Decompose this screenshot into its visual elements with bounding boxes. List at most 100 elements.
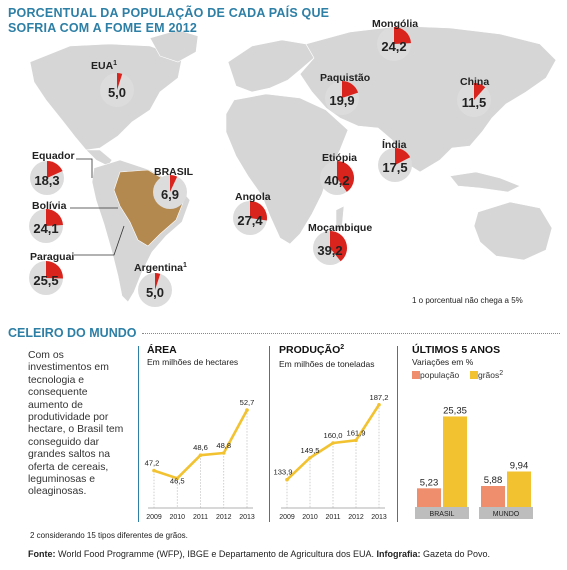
country-label-mongolia: Mongólia (372, 18, 418, 30)
country-value-bolivia: 24,1 (33, 221, 59, 236)
country-label-paquistao: Paquistão (320, 72, 370, 84)
x-tick-label: 2009 (279, 514, 295, 521)
marker-pie-brasil (170, 175, 178, 192)
map-markers (29, 27, 491, 307)
data-point (285, 477, 289, 482)
bar (507, 471, 531, 507)
country-name: Paquistão (320, 72, 371, 84)
country-label-angola: Angola (235, 191, 271, 203)
x-tick-label: 2009 (146, 514, 162, 521)
section-title: CELEIRO DO MUNDO (8, 326, 137, 340)
legend-label-grains: grãos (478, 370, 500, 380)
data-point (198, 453, 203, 457)
bar-value-label: 25,35 (443, 405, 467, 416)
country-value-equador: 18,3 (34, 173, 60, 188)
infographic-text: Gazeta do Povo. (420, 549, 491, 559)
marker-pie-bolivia (46, 209, 63, 226)
country-value-mocambique: 39,2 (317, 243, 343, 258)
country-value-paquistao: 19,9 (329, 93, 355, 108)
bar-value-label: 9,94 (510, 461, 529, 472)
data-label: 161,9 (346, 428, 365, 437)
source-line: Fonte: World Food Programme (WFP), IBGE … (28, 549, 490, 559)
country-label-equador: Equador (32, 150, 75, 162)
country-label-india: Índia (382, 139, 407, 151)
data-point (175, 476, 180, 481)
source-text: World Food Programme (WFP), IBGE e Depar… (55, 549, 377, 559)
country-value-mongolia: 24,2 (381, 39, 407, 54)
category-band (479, 507, 533, 519)
legend-label-population: população (420, 370, 460, 380)
map-note: 1 o porcentual não chega a 5% (412, 296, 523, 305)
data-point (152, 468, 156, 473)
divider (397, 346, 398, 522)
infographic-label: Infografia: (376, 549, 421, 559)
bar-value-label: 5,23 (420, 477, 439, 488)
data-point (331, 441, 335, 445)
x-tick-label: 2012 (216, 514, 232, 521)
x-tick-label: 2011 (325, 514, 340, 521)
legend-swatch-grains (470, 371, 478, 379)
divider (269, 346, 270, 522)
x-tick-label: 2010 (302, 514, 318, 521)
category-label: MUNDO (493, 511, 520, 518)
x-tick-label: 2010 (169, 514, 185, 521)
bars-chart-title: ÚLTIMOS 5 ANOS (412, 344, 501, 356)
section-body-text: Com os investimentos em tecnologia e con… (28, 350, 124, 498)
legend-grains: grãos2 (470, 370, 503, 380)
data-label: 149,5 (300, 446, 319, 455)
country-value-eua: 5,0 (107, 85, 127, 100)
footnote: 2 considerando 15 tipos diferentes de gr… (30, 531, 188, 540)
country-name: Equador (32, 150, 75, 162)
marker-pie-eua (117, 73, 123, 90)
country-name: Etiópia (322, 152, 358, 164)
country-name: Bolívia (32, 200, 67, 212)
bar-value-label: 5,88 (484, 475, 503, 486)
category-band (415, 507, 469, 519)
category-label: BRASIL (430, 511, 455, 518)
legend-grains-sup: 2 (499, 370, 504, 377)
production-chart: 133,9 2009 149,5 2010 160,0 2011 161,9 2012 187,… (273, 393, 388, 521)
country-label-etiopia: Etiópia (322, 152, 357, 164)
africa-shape (225, 93, 349, 245)
europe-shape (227, 39, 315, 93)
production-chart-subtitle: Em milhões de toneladas (279, 359, 375, 369)
marker-pie-argentina (155, 273, 161, 290)
marker-pie-paraguai (46, 261, 64, 279)
x-tick-label: 2013 (239, 514, 255, 521)
source-label: Fonte: (28, 549, 56, 559)
area-chart-subtitle: Em milhões de hectares (147, 357, 239, 367)
data-label: 133,9 (273, 468, 292, 477)
production-title-text: PRODUÇÃO (279, 344, 341, 356)
legend-population: população (412, 370, 459, 380)
leader-line-equador (76, 158, 93, 178)
marker-pie-mocambique (330, 231, 348, 262)
bar (481, 486, 505, 507)
legend-swatch-population (412, 371, 420, 379)
country-name: Moçambique (308, 222, 373, 234)
marker-pie-mongolia (394, 27, 411, 44)
section-underline (142, 333, 560, 334)
data-label: 48,6 (193, 443, 208, 452)
area-chart-title: ÁREA (147, 344, 177, 356)
country-label-brasil: BRASIL (154, 166, 193, 178)
country-name: Paraguai (30, 251, 75, 263)
world-map (29, 25, 557, 307)
country-value-china: 11,5 (461, 95, 487, 110)
bars-chart: BRASIL 5,23 25,35 MUNDO 5,88 9,94 (415, 405, 533, 519)
data-label: 47,2 (145, 459, 160, 468)
marker-pie-india (395, 148, 411, 165)
data-point (245, 408, 249, 412)
bar (417, 488, 441, 507)
data-point (354, 438, 358, 443)
marker-pie-etiopia (337, 161, 354, 192)
data-point (221, 451, 226, 455)
bar (443, 416, 467, 507)
country-name: BRASIL (154, 166, 194, 178)
australia-shape (473, 201, 553, 261)
country-label-argentina: Argentina1 (134, 262, 187, 274)
data-label: 160,0 (323, 431, 342, 440)
data-label: 187,2 (369, 393, 388, 402)
asia-shape (299, 25, 557, 173)
data-label: 46,5 (170, 476, 185, 485)
x-tick-label: 2012 (348, 514, 364, 521)
